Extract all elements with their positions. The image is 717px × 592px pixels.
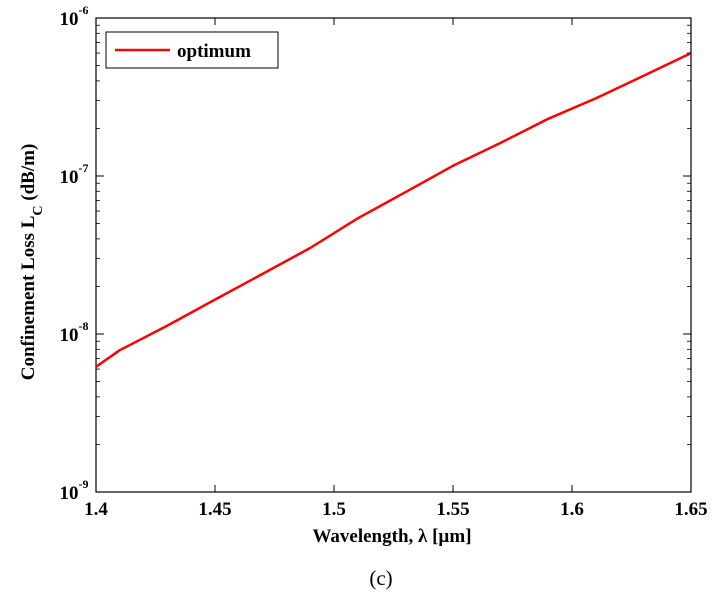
y-tick-label: 10-7: [60, 161, 89, 188]
plot-area: [95, 17, 692, 493]
x-tick-label: 1.65: [674, 499, 707, 520]
y-tick-label: 10-8: [60, 319, 89, 346]
x-tick-label: 1.4: [84, 499, 108, 520]
x-tick-label: 1.45: [198, 499, 231, 520]
series-line-optimum: [95, 51, 692, 368]
x-tick-label: 1.55: [436, 499, 469, 520]
y-tick-label: 10-6: [60, 3, 89, 30]
plot-frame: [95, 17, 692, 493]
x-tick-label: 1.5: [322, 499, 346, 520]
legend-label-optimum: optimum: [177, 41, 251, 62]
x-tick-label: 1.6: [560, 499, 584, 520]
legend: optimum: [105, 31, 279, 69]
figure-caption: (c): [369, 566, 392, 590]
axis-ticks: 1.4 1.45 1.5 1.55 1.6 1.65 10-9 10-8 10-7 10-6: [60, 3, 708, 520]
x-axis-label: Wavelength, λ [µm]: [312, 526, 471, 547]
y-axis-label: Confinement Loss LC (dB/m): [18, 144, 46, 381]
y-tick-label: 10-9: [60, 477, 89, 504]
